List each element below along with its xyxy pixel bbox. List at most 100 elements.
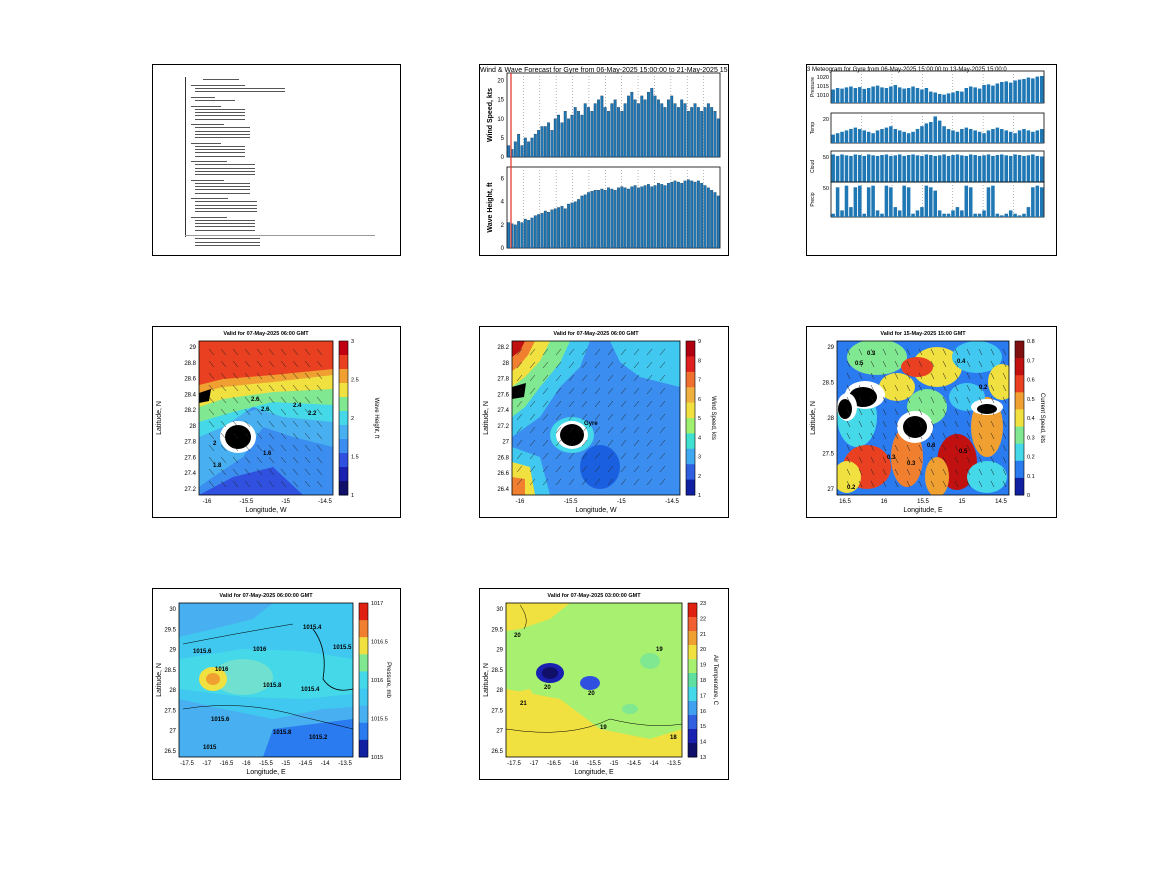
text-line [195,182,250,184]
data-bar [660,103,664,158]
flow-arrow [620,465,627,473]
colorbar-segment [1015,460,1024,479]
flow-arrow [882,432,887,440]
colorbar-tick-label: 8 [698,358,701,364]
data-bar [600,188,604,249]
data-bar [884,185,889,217]
data-bar [920,155,924,182]
flow-arrow [280,348,287,356]
flow-arrow [208,396,215,404]
colorbar-segment [688,687,697,702]
map-fill [199,341,333,495]
y-axis-label: Precip [810,192,816,206]
y-tick-label: 0 [501,155,505,161]
flow-arrow [529,426,536,434]
text-line [195,192,250,194]
colorbar-segment [688,729,697,744]
flow-arrow [256,360,263,368]
data-bar [703,107,707,158]
colorbar-tick-label: 0.3 [1027,435,1035,441]
flow-arrow [232,444,239,452]
data-bar [973,87,977,103]
flow-arrow [529,478,536,486]
x-axis-label: Longitude, W [245,507,287,514]
flow-arrow [542,478,549,486]
flow-arrow [244,396,251,404]
data-bar [889,126,893,143]
data-bar [580,195,584,249]
data-bar [831,154,835,182]
flow-arrow [918,348,923,356]
flow-arrow [292,456,299,464]
contour-label: 1015.2 [309,735,328,741]
data-bar [955,207,960,217]
data-bar [964,155,969,182]
data-bar [633,185,637,249]
data-bar [871,155,875,182]
data-bar [713,111,717,158]
flow-arrow [978,468,983,476]
text-line [195,204,257,206]
flow-arrow [1002,480,1007,488]
data-bar [1000,154,1004,182]
contour-label: 1016 [253,647,267,653]
data-bar [853,187,858,217]
data-bar [1026,207,1031,217]
flow-arrow [990,456,995,464]
flow-arrow [516,452,523,460]
data-bar [849,86,853,103]
data-bar [929,91,933,103]
data-bar [897,154,902,182]
text-line [203,79,239,80]
data-bar [530,137,534,158]
flow-arrow [659,452,666,460]
data-bar [640,186,644,249]
x-tick-label: -15 [281,499,290,505]
flow-arrow [232,384,239,392]
flow-arrow [594,426,601,434]
data-bar [686,111,690,158]
flow-arrow [633,400,640,408]
x-axis-label: Longitude, W [575,507,617,514]
flow-arrow [954,360,959,368]
y-tick-label: 27 [827,487,834,493]
text-line [195,167,255,169]
pressure-map-panel: Valid for 07-May-2025 06:00:00 GMT -17.5 -… [152,588,401,780]
data-bar [973,130,977,143]
y-tick-label: 28.4 [184,392,196,398]
flow-arrow [232,468,239,476]
field-band [263,719,353,757]
data-bar [597,99,600,158]
flow-arrow [906,348,911,356]
y-axis-label: Wave Height, ft [487,182,494,233]
flow-arrow [930,444,935,452]
contour-label: 20 [588,691,595,697]
data-bar [1035,76,1040,103]
flow-arrow [990,372,995,380]
x-tick-label: -15.5 [259,761,273,767]
flow-arrow [870,444,875,452]
flow-arrow [978,348,983,356]
data-bar [884,88,889,103]
current-map-panel: Valid for 15-May-2025 15:00 GMT 16.5 16 15.… [806,326,1057,518]
flow-arrow [930,480,935,488]
y-tick-label: 0 [501,246,505,252]
data-bar [897,130,902,143]
flow-arrow [268,348,275,356]
data-bar [946,93,951,103]
flow-arrow [966,372,971,380]
data-bar [1022,213,1026,217]
island-land [560,424,584,446]
x-tick-label: 16.5 [839,499,851,505]
flow-arrow [1002,348,1007,356]
flow-arrow [304,348,311,356]
data-bar [593,103,597,158]
data-bar [920,89,924,103]
data-bar [880,155,884,182]
flow-arrow [882,444,887,452]
isobar [182,623,294,645]
flow-arrow [858,384,863,392]
contour-label: 0.2 [847,485,856,491]
data-bar [982,210,986,217]
data-bar [680,99,684,158]
